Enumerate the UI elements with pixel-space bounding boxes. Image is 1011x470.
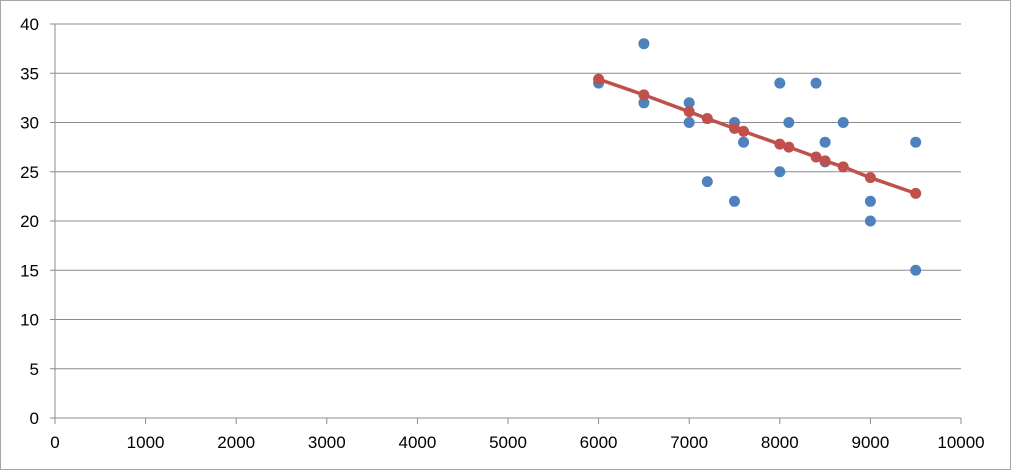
data-point (774, 77, 786, 89)
data-point (774, 166, 786, 178)
y-tick-label: 10 (20, 311, 39, 330)
data-point (683, 97, 695, 109)
trend-point (910, 187, 922, 199)
trend-point (701, 113, 713, 125)
trend-series (593, 73, 922, 199)
x-tick-label: 6000 (580, 433, 618, 452)
data-point (837, 117, 849, 128)
x-tick-label: 7000 (670, 433, 708, 452)
data-point (910, 136, 922, 148)
data-point (729, 195, 740, 207)
x-tick-label: 1000 (127, 433, 165, 452)
x-tick-label: 5000 (489, 433, 527, 452)
y-tick-label: 25 (20, 163, 39, 182)
data-point (638, 38, 650, 50)
data-point (683, 117, 695, 128)
trend-point (738, 125, 750, 137)
axes (50, 23, 962, 424)
data-point (910, 264, 922, 276)
data-series (593, 38, 922, 276)
trend-point (864, 172, 876, 184)
x-tick-label: 0 (50, 433, 59, 452)
trend-point (783, 141, 795, 153)
x-tick-label: 3000 (308, 433, 346, 452)
y-tick-label: 0 (30, 409, 39, 428)
scatter-series (593, 38, 922, 276)
x-tick-label: 4000 (398, 433, 436, 452)
y-tick-label: 15 (20, 261, 39, 280)
trend-point (819, 155, 831, 167)
trend-point (729, 122, 740, 134)
x-tick-label: 2000 (217, 433, 255, 452)
data-point (819, 136, 831, 148)
data-point (864, 195, 876, 207)
data-point (783, 117, 795, 128)
y-tick-labels: 0 5 10 15 20 25 30 35 40 (20, 15, 39, 428)
trend-point (683, 106, 695, 118)
trend-point (810, 151, 822, 163)
x-tick-label: 8000 (761, 433, 799, 452)
trend-point (593, 73, 605, 85)
x-tick-label: 9000 (851, 433, 889, 452)
x-tick-labels: 0 1000 2000 3000 4000 5000 6000 7000 8000 9000 100… (50, 433, 984, 452)
y-tick-label: 5 (30, 360, 39, 379)
data-point (864, 215, 876, 227)
gridlines (55, 23, 961, 370)
trend-point (837, 161, 849, 173)
x-tick-label: 10000 (937, 433, 984, 452)
trend-point (638, 89, 650, 101)
y-tick-label: 40 (20, 15, 39, 34)
data-point (701, 176, 713, 188)
data-point (738, 136, 750, 148)
data-point (638, 97, 650, 109)
data-point (810, 77, 822, 89)
trend-point (774, 138, 786, 150)
y-tick-label: 35 (20, 64, 39, 83)
y-tick-label: 30 (20, 114, 39, 133)
y-tick-label: 20 (20, 212, 39, 231)
